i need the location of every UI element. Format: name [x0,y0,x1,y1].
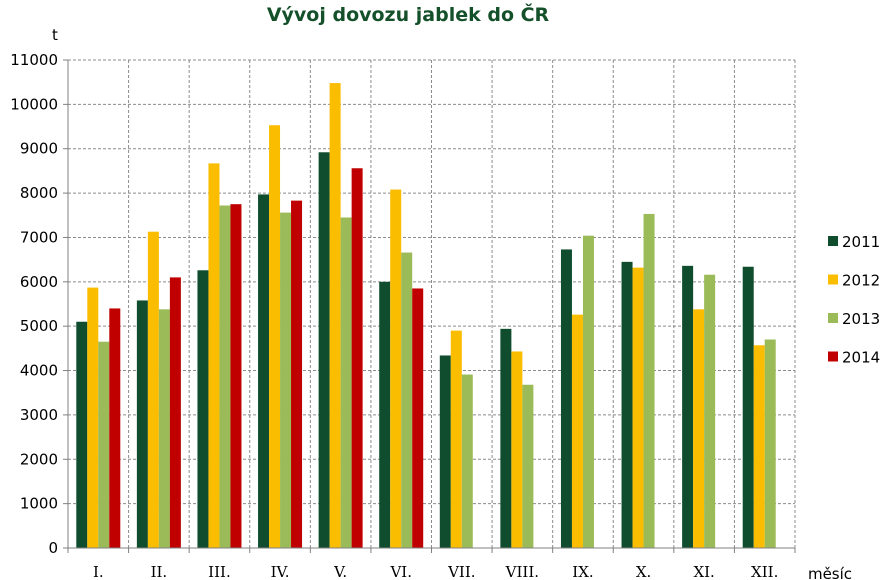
bar-2012-10 [632,267,644,548]
y-tick-label: 1000 [20,495,58,513]
bar-2011-12 [742,266,754,548]
bars [76,83,776,549]
bar-2012-7 [450,330,462,548]
bar-2012-9 [571,314,583,548]
x-tick-label: III. [208,563,231,580]
bar-2014-4 [291,200,303,548]
x-tick-label: X. [636,563,651,580]
legend-label-2011: 2011 [842,233,880,251]
bar-2014-6 [412,288,424,548]
bar-2014-3 [230,204,242,548]
x-tick-label: II. [151,563,168,580]
y-tick-label: 10000 [10,95,58,113]
y-axis-label: t [52,26,58,44]
bar-2012-4 [269,125,281,549]
legend-label-2013: 2013 [842,310,880,328]
y-tick-label: 4000 [20,362,58,380]
bar-2013-4 [280,212,292,549]
bar-2011-10 [621,261,633,548]
bar-2013-9 [582,235,594,548]
bar-2012-8 [511,351,523,548]
bar-2013-11 [704,274,716,548]
legend-swatch-2013 [828,313,838,323]
gridlines [68,59,796,548]
legend-label-2014: 2014 [842,349,880,367]
bar-2011-3 [197,270,209,548]
bar-2014-5 [351,168,363,549]
bar-2013-8 [522,384,534,548]
bar-2014-1 [109,308,121,548]
bar-2011-9 [560,249,572,548]
y-tick-label: 3000 [20,406,58,424]
legend-swatch-2011 [828,236,838,246]
bar-2012-6 [390,189,402,549]
x-tick-label: I. [93,563,104,580]
axes [63,59,796,553]
x-tick-label: IX. [572,563,593,580]
y-tick-label: 0 [48,539,58,557]
chart-title: Vývoj dovozu jablek do ČR [267,2,550,26]
bar-2013-2 [158,309,170,548]
bar-2013-6 [401,252,413,548]
x-axis-label: měsíc [808,565,852,580]
x-tick-label: VIII. [505,563,539,580]
x-tick-label: IV. [271,563,290,580]
bar-2012-11 [693,309,705,548]
x-tick-labels: I. II. III. IV. V. VI. VII. VIII. IX. X. XI. XII. [93,563,778,580]
x-tick-label: V. [333,563,347,580]
y-tick-label: 11000 [10,51,58,69]
y-tick-labels: 0 1000 2000 3000 4000 5000 6000 7000 8000 9000 100… [10,51,58,557]
bar-2011-6 [379,281,391,548]
x-tick-label: XI. [693,563,714,580]
x-tick-label: VII. [447,563,475,580]
y-tick-label: 2000 [20,450,58,468]
y-tick-label: 8000 [20,184,58,202]
bar-2013-10 [643,213,655,548]
y-tick-label: 7000 [20,228,58,246]
bar-2012-3 [208,163,220,548]
bar-2013-12 [764,339,776,548]
bar-2013-5 [340,217,352,548]
bar-2012-1 [87,287,99,548]
bar-2013-3 [219,205,231,548]
bar-2011-2 [136,300,148,548]
x-tick-label: XII. [751,563,778,580]
bar-2011-7 [439,355,451,548]
y-tick-label: 9000 [20,140,58,158]
bar-2011-5 [318,152,330,548]
y-tick-label: 5000 [20,317,58,335]
bar-2013-1 [98,341,110,548]
bar-2014-2 [169,277,181,548]
bar-2012-5 [329,83,341,548]
bar-2011-11 [682,265,694,548]
x-tick-label: VI. [389,563,412,580]
y-tick-label: 6000 [20,273,58,291]
bar-2013-7 [461,374,473,548]
legend-label-2012: 2012 [842,272,880,290]
bar-2012-12 [753,345,765,548]
bar-2011-4 [258,194,270,548]
legend-swatch-2014 [828,351,838,362]
legend-swatch-2012 [828,274,838,285]
legend: 2011 2012 2013 2014 [828,233,880,367]
bar-2011-1 [76,321,88,548]
bar-2011-8 [500,328,512,548]
bar-2012-2 [147,231,159,549]
